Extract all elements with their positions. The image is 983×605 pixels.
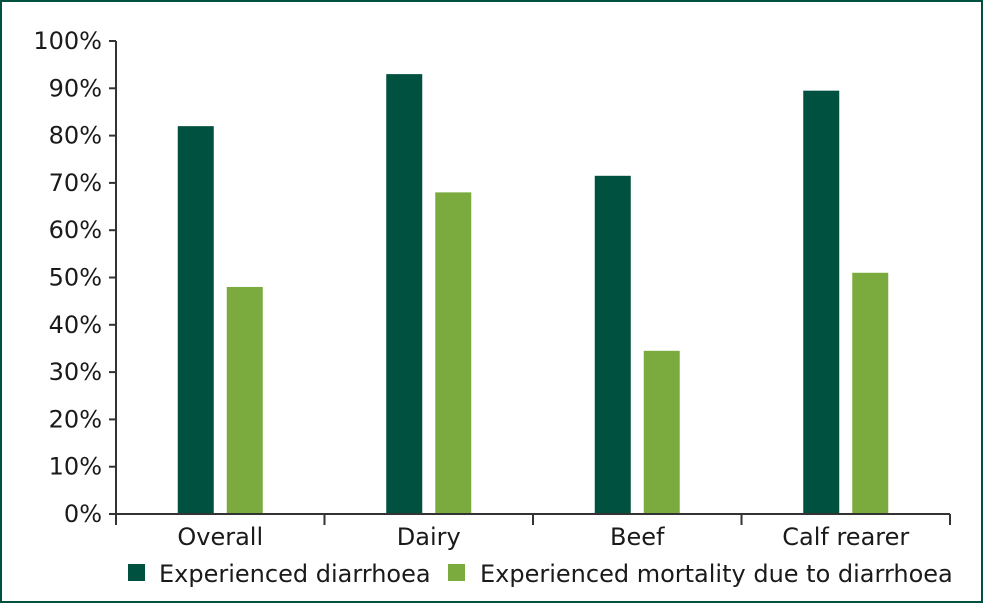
y-tick-label: 80% [49,122,102,150]
y-tick-label: 20% [49,405,102,433]
x-category-label: Beef [610,523,665,551]
legend-swatch [128,564,145,581]
bar-diarrhoea-overall [177,126,214,514]
bar-mortality-overall [226,286,263,514]
x-axis: Overall Dairy Beef Calf rearer [115,513,951,551]
bar-mortality-dairy [435,192,472,515]
y-tick-label: 30% [49,358,102,386]
y-tick-label: 100% [33,27,102,55]
legend-swatch [448,564,465,581]
x-category-label: Calf rearer [782,523,909,551]
legend: Experienced diarrhoea Experienced mortali… [128,560,953,588]
bars [177,74,889,515]
bar-diarrhoea-calf-rearer [803,90,840,514]
bar-diarrhoea-beef [594,175,631,514]
bar-mortality-beef [643,350,680,514]
x-category-label: Overall [177,523,263,551]
y-tick-label: 50% [49,264,102,292]
y-axis-ticks: 0% 10% 20% 30% 40% 50% 60% 70% 80% 90% 100% [33,27,117,528]
y-tick-label: 90% [49,74,102,102]
bar-mortality-calf-rearer [852,272,889,514]
y-tick-label: 60% [49,216,102,244]
y-tick-label: 10% [49,453,102,481]
bar-diarrhoea-dairy [386,74,423,515]
x-category-label: Dairy [397,523,461,551]
y-tick-label: 70% [49,169,102,197]
legend-label: Experienced mortality due to diarrhoea [480,560,953,588]
y-tick-label: 40% [49,311,102,339]
legend-label: Experienced diarrhoea [159,560,431,588]
y-tick-label: 0% [64,500,102,528]
